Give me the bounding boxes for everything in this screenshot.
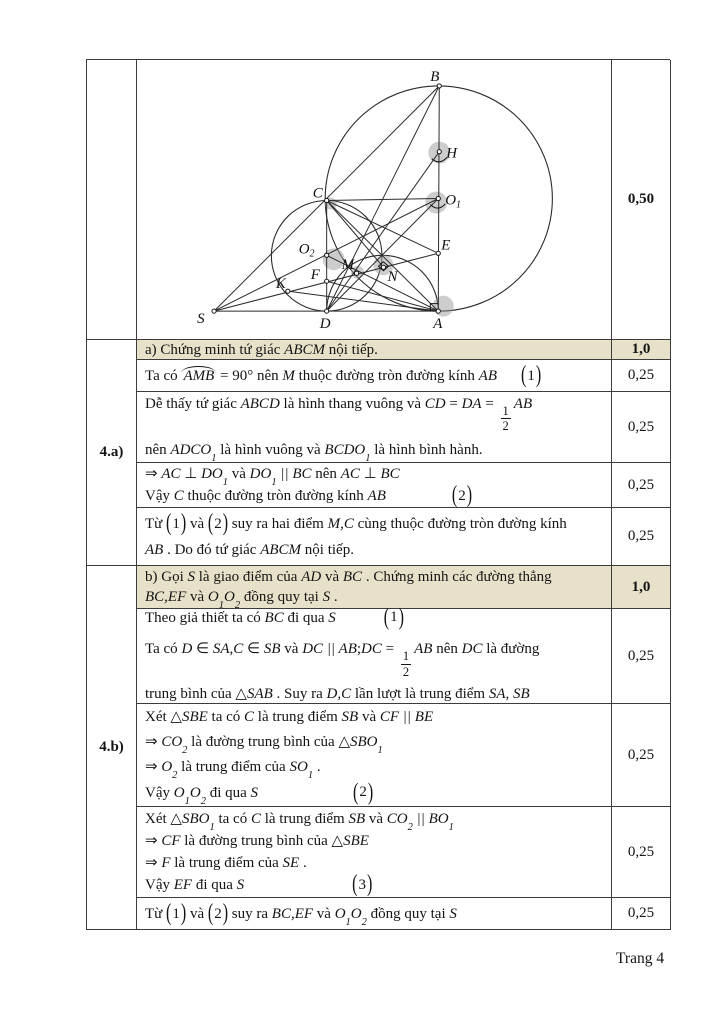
statement-line: Xét △SBO1 ta có C là trung điểm SB và CO… [145,811,454,833]
question-label-4a: 4.a) [99,444,124,460]
row-midline: Theo giả thiết ta có BC đi qua S(1) Ta c… [137,605,612,704]
point-label: F [310,267,321,283]
score-value: 0,25 [627,476,655,493]
statement-line: Vậy O1O2 đi qua S(2) [145,779,374,807]
point-label: E [440,237,450,253]
point-label: O1 [445,192,461,210]
point-dot [324,278,330,284]
label-cell-4b: 4.b) [87,566,137,930]
row-conclusion-a: Từ (1) và (2) suy ra hai điểm M,C cùng t… [137,508,612,566]
score-value: 0,25 [627,905,655,921]
point-label: C [313,186,324,202]
page-footer: Trang 4 [616,950,665,967]
point-label: H [445,146,458,162]
statement-line: Vậy EF đi qua S(3) [145,871,373,898]
score-cell: 0,25 [612,392,671,463]
point-label: D [319,316,331,332]
score-value: 0,50 [627,191,655,207]
score-cell: 1,0 [612,566,671,609]
statement-line: trung bình của △SAB . Suy ra D,C lần lượ… [145,685,530,702]
point-label: M [341,257,356,273]
statement-line: Từ (1) và (2) suy ra BC,EF và O1O2 đồng … [145,900,457,928]
row-b-header: b) Gọi S là giao điểm của AD và BC . Chứ… [137,566,612,611]
point-dot [324,197,330,204]
score-value: 1,0 [631,341,651,357]
score-cell: 0,25 [612,898,671,930]
statement-line: nên ADCO1 là hình vuông và BCDO1 là hình… [145,442,483,465]
answer-table: 4.a) 4.b) [86,59,671,930]
score-value: 1,0 [631,578,651,595]
figure-points: B H O1 E C O2 F K M N S D A [197,69,461,332]
statement-line: ⇒ O2 là trung điểm của SO1 . [145,758,321,781]
point-dot [436,83,442,89]
score-value: 0,25 [627,843,655,860]
point-dot [436,149,442,155]
statement-line: ⇒ CF là đường trung bình của △SBE [145,833,369,849]
point-dot [324,308,330,314]
label-cell-4a: 4.a) [87,340,137,566]
statement-line: ⇒ AC ⊥ DO1 và DO1 || BC nên AC ⊥ BC [145,466,400,488]
statement-line: b) Gọi S là giao điểm của AD và BC . Chứ… [145,569,552,585]
point-label: A [432,316,443,332]
score-cell: 0,25 [612,704,671,807]
point-dot [324,252,330,258]
row-trapezoid: Dễ thấy tứ giác ABCD là hình thang vuông… [137,392,612,464]
question-label-4b: 4.b) [99,739,124,755]
point-label: O2 [299,241,315,259]
point-label: B [430,69,439,85]
score-value: 0,25 [627,528,655,544]
point-dot [380,264,387,270]
score-cell: 0,25 [612,463,671,508]
row-sbo1: Xét △SBO1 ta có C là trung điểm SB và CO… [137,807,612,898]
point-dot [435,308,441,314]
score-value: 0,25 [627,746,655,763]
figure-angle-marks [377,157,448,312]
point-dot [211,308,217,314]
score-value: 0,25 [627,647,655,664]
score-cell: 0,25 [612,609,671,704]
statement-line: a) Chứng minh tứ giác ABCM nội tiếp. [145,341,378,358]
score-cell: 0,25 [612,807,671,898]
statement-line: Dễ thấy tứ giác ABCD là hình thang vuông… [145,395,533,433]
row-amb: Ta có AMB = 90° nên M thuộc đường tròn đ… [137,360,612,392]
point-label: K [275,276,287,292]
score-cell: 0,25 [612,360,671,392]
score-value: 0,25 [627,367,655,383]
score-cell: 0,25 [612,508,671,566]
statement-line: Vậy C thuộc đường tròn đường kính AB(2) [145,482,473,509]
statement-line: ⇒ CO2 là đường trung bình của △SBO1 [145,733,383,756]
figure-cell: B H O1 E C O2 F K M N S D A [137,60,612,340]
geometry-figure: B H O1 E C O2 F K M N S D A [197,69,553,332]
statement-line: BC,EF và O1O2 đồng quy tại S . [145,589,338,611]
statement-line: Từ (1) và (2) suy ra hai điểm M,C cùng t… [145,510,567,536]
statement-line: Ta có AMB = 90° nên M thuộc đường tròn đ… [145,362,542,388]
statement-line: Theo giả thiết ta có BC đi qua S(1) [145,604,404,631]
statement-line: Xét △SBE ta có C là trung điểm SB và CF … [145,708,434,725]
row-sbe: Xét △SBE ta có C là trung điểm SB và CF … [137,704,612,807]
point-label: S [197,311,205,327]
point-dot [285,288,291,294]
score-cell: 1,0 [612,340,671,360]
row-a-header: a) Chứng minh tứ giác ABCM nội tiếp. [137,340,612,360]
label-cell-figure [87,60,137,340]
statement-line: ⇒ F là trung điểm của SE . [145,855,307,871]
point-dot [353,270,360,276]
row-conclusion-b: Từ (1) và (2) suy ra BC,EF và O1O2 đồng … [137,898,612,930]
statement-line: AB . Do đó tứ giác ABCM nội tiếp. [145,541,354,558]
score-cell-figure: 0,50 [612,60,671,340]
point-dot [435,250,441,256]
row-perpendicular: ⇒ AC ⊥ DO1 và DO1 || BC nên AC ⊥ BC Vậy … [137,463,612,508]
point-label: N [386,269,398,285]
score-value: 0,25 [627,418,655,435]
point-dot [435,195,441,202]
